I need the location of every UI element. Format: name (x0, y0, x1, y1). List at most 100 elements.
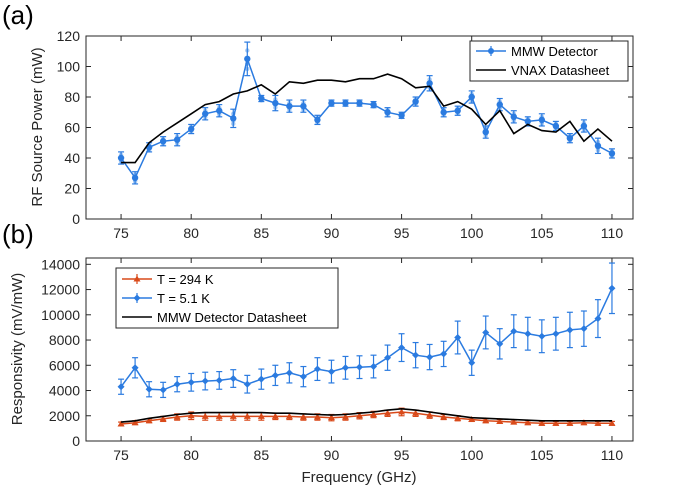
data-point (440, 413, 448, 420)
data-point (244, 55, 251, 63)
data-point (552, 330, 560, 338)
data-point (145, 417, 153, 424)
data-point (356, 99, 363, 107)
panel-a-ytick-label: 0 (72, 211, 80, 227)
data-point (159, 138, 167, 145)
legend-label-t294: T = 294 K (157, 272, 214, 287)
legend-marker-mmw (488, 48, 494, 54)
panel-b-ytick-label: 2000 (49, 408, 80, 424)
data-point (327, 368, 335, 376)
data-point (229, 412, 237, 419)
panel-a-xtick-label: 95 (394, 225, 410, 241)
series-line-mmw-detector-datasheet (121, 407, 612, 423)
data-point (426, 353, 434, 361)
panel-a-xtick-label: 75 (113, 225, 129, 241)
data-point (454, 334, 462, 342)
panel-a-xtick-label: 110 (601, 225, 624, 241)
data-point (285, 412, 293, 419)
data-point (426, 411, 434, 418)
panel-b-xtick-label: 75 (113, 447, 129, 463)
data-point (566, 419, 574, 426)
panel-b-xtick-label: 85 (254, 447, 270, 463)
data-point (272, 99, 279, 107)
data-point (131, 419, 139, 426)
data-point (510, 327, 518, 335)
panel-a-legend: MMW Detector VNAX Datasheet (469, 40, 629, 82)
data-point (370, 101, 377, 108)
data-point (468, 93, 475, 101)
data-point (384, 409, 392, 416)
data-point (538, 419, 546, 426)
data-point (482, 328, 490, 336)
data-point (566, 134, 574, 142)
data-point (229, 375, 237, 383)
panel-a: (a) 75 80 85 90 95 100 105 110 020406080100120 … (2, 0, 634, 241)
data-point (580, 122, 588, 130)
data-point (313, 413, 321, 420)
data-point (412, 409, 420, 416)
panel-b-ytick-label: 0 (72, 433, 80, 449)
series-vnax-datasheet (121, 73, 613, 164)
data-point (566, 326, 574, 334)
data-point (313, 365, 321, 373)
panel-a-ytick-label: 20 (64, 181, 80, 197)
data-point (398, 408, 406, 415)
data-point (608, 419, 616, 426)
data-point (384, 109, 391, 116)
data-point (216, 107, 223, 114)
data-point (482, 128, 489, 136)
data-point (159, 415, 167, 422)
data-point (454, 107, 461, 114)
panel-b-xlabel: Frequency (GHz) (301, 469, 416, 486)
data-point (258, 95, 265, 102)
data-point (173, 413, 181, 420)
data-point (257, 375, 265, 383)
data-point (524, 419, 532, 426)
data-point (286, 102, 293, 110)
panel-a-ytick-label: 80 (64, 89, 80, 105)
data-point (580, 325, 588, 333)
panel-a-xtick-label: 90 (324, 225, 340, 241)
data-point (341, 364, 349, 372)
legend-label-mmw: MMW Detector (511, 44, 598, 59)
panel-b-xtick-label: 90 (324, 447, 340, 463)
data-point (510, 113, 517, 121)
panel-b-xtick-label: 95 (394, 447, 410, 463)
panel-b-xtick-label: 100 (460, 447, 484, 463)
panel-b-ytick-label: 4000 (49, 383, 80, 399)
data-point (370, 363, 378, 371)
data-point (328, 99, 335, 107)
series-mmw-detector-datasheet (121, 407, 612, 423)
legend-marker-t294 (133, 275, 141, 282)
data-point (482, 417, 490, 424)
series-line-vnax-datasheet (121, 73, 613, 164)
data-point (356, 363, 363, 371)
data-point (398, 112, 405, 119)
data-point (594, 142, 602, 149)
data-point (552, 419, 560, 426)
data-point (131, 364, 139, 372)
data-point (271, 412, 279, 419)
data-point (608, 150, 616, 157)
panel-b-ylabel: Responsivity (mV/mW) (9, 273, 26, 426)
panel-b-xtick-label: 80 (183, 447, 199, 463)
data-point (552, 122, 560, 130)
panel-a-ytick-label: 40 (64, 150, 80, 166)
data-point (299, 373, 307, 381)
data-point (370, 410, 378, 417)
data-point (510, 418, 518, 425)
data-point (538, 116, 546, 124)
legend-marker-t51 (133, 294, 141, 302)
data-point (243, 380, 251, 388)
legend-label-vnax: VNAX Datasheet (511, 63, 610, 78)
data-point (145, 385, 153, 393)
data-point (299, 413, 307, 420)
data-point (594, 315, 602, 323)
data-point (426, 80, 433, 87)
data-point (173, 380, 181, 388)
data-point (201, 412, 209, 419)
panel-b-ytick-label: 6000 (49, 357, 80, 373)
data-point (327, 414, 335, 421)
data-point (257, 412, 265, 419)
data-point (187, 125, 195, 133)
